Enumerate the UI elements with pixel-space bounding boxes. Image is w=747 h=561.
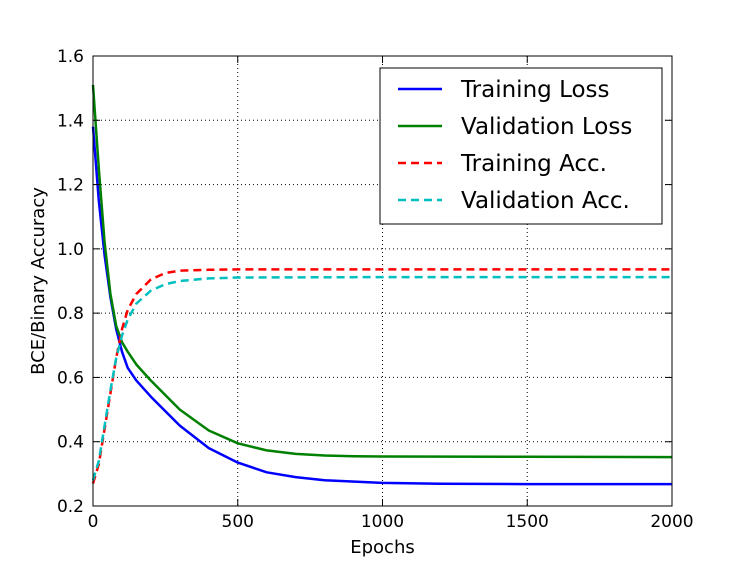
y-axis-label: BCE/Binary Accuracy: [28, 187, 49, 375]
y-tick-label: 0.8: [57, 304, 84, 324]
legend: Training Loss Validation Loss Training Acc…: [379, 67, 663, 225]
legend-label: Validation Loss: [461, 114, 632, 140]
legend-label: Training Acc.: [460, 151, 607, 177]
y-tick-label: 1.6: [57, 47, 84, 67]
x-tick-label: 2000: [650, 512, 693, 532]
grid-lines: [93, 56, 672, 506]
legend-label: Validation Acc.: [461, 188, 630, 214]
y-tick-label: 0.2: [57, 497, 84, 517]
x-tick-label: 1500: [506, 512, 549, 532]
legend-label: Training Loss: [460, 77, 610, 103]
series-validation-loss-line: [91, 84, 673, 459]
y-tick-label: 1.0: [57, 240, 84, 260]
y-tick-label: 1.4: [57, 111, 84, 131]
series-validation-acc-line: [91, 275, 672, 481]
y-tick-label: 1.2: [57, 176, 84, 196]
legend-box: [379, 67, 663, 225]
x-tick-label: 1000: [361, 512, 404, 532]
x-axis-label: Epochs: [350, 537, 415, 558]
series-training-acc-line: [91, 268, 672, 484]
x-tick-label: 0: [88, 512, 99, 532]
axis-ticks: 0 500 1000 1500 2000 0.2 0.4 0.6 0.8 1.0 1.2 1.4 1.6: [57, 47, 694, 532]
x-tick-label: 500: [222, 512, 254, 532]
series-lines: [91, 84, 673, 486]
y-tick-label: 0.4: [57, 433, 84, 453]
y-tick-label: 0.6: [57, 368, 84, 388]
